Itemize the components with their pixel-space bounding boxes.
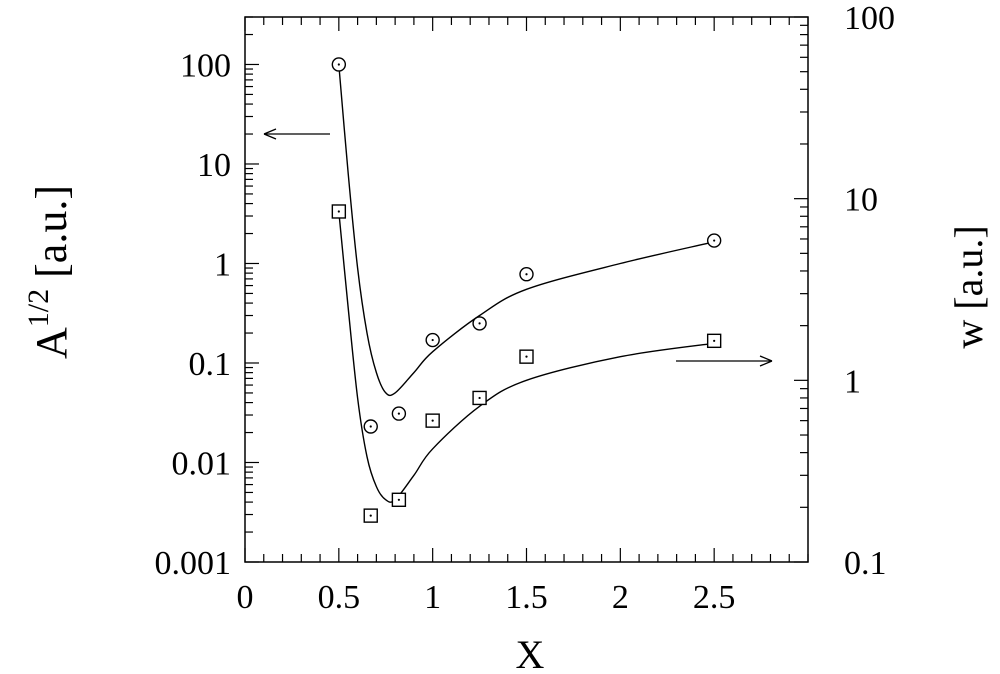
- circle-marker-dot: [478, 322, 481, 325]
- square-data-point: [472, 390, 487, 406]
- x-tick-label: 1: [424, 579, 441, 616]
- circle-data-point: [706, 233, 722, 248]
- square-marker-dot: [478, 396, 481, 400]
- circle-data-point: [391, 406, 407, 421]
- circle-marker-dot: [397, 412, 400, 415]
- square-marker-dot: [525, 355, 528, 358]
- left-axis-title-base: A: [27, 327, 76, 359]
- left-axis-title: A1/2 [a.u.]: [22, 185, 76, 359]
- right-axis-title: w [a.u.]: [946, 225, 991, 348]
- svg-text:A1/2 [a.u.]: A1/2 [a.u.]: [22, 185, 76, 359]
- square-marker-dot: [397, 498, 400, 501]
- square-marker-dot: [337, 210, 340, 213]
- square-data-point: [331, 204, 347, 219]
- fit-curves: [338, 64, 715, 503]
- circle-marker-dot: [337, 63, 340, 66]
- circle-data-point: [425, 332, 440, 348]
- left-arrow-head: [263, 128, 277, 140]
- left-axis-title-sup: 1/2: [22, 289, 55, 327]
- circle-series-fit-line: [338, 64, 715, 397]
- left-y-tick-label: 1: [214, 246, 231, 283]
- right-y-tick-label: 0.1: [844, 545, 887, 582]
- square-data-point: [425, 413, 440, 428]
- left-axis-title-unit: [a.u.]: [27, 185, 76, 289]
- square-data-point: [391, 492, 407, 507]
- svg-text:w [a.u.]: w [a.u.]: [946, 225, 991, 348]
- axis-arrows: [263, 128, 773, 367]
- right-y-tick-label: 100: [844, 0, 895, 37]
- square-marker-dot: [713, 339, 716, 342]
- square-data-point: [363, 508, 378, 523]
- circle-marker-dot: [713, 239, 716, 242]
- x-tick-label: 2: [612, 579, 629, 616]
- circle-marker-dot: [369, 425, 372, 428]
- circle-data-point: [331, 57, 347, 72]
- square-data-point: [519, 349, 534, 364]
- left-y-tick-label: 100: [180, 47, 231, 84]
- circle-data-point: [519, 267, 534, 282]
- left-y-tick-label: 0.01: [172, 445, 232, 482]
- right-arrow-head: [759, 355, 773, 367]
- square-data-point: [706, 333, 722, 349]
- tick-labels: 0 0.5 1 1.5 2 2.5 100 10 1 0.1 0.01 0.001 100 10 1 0.1: [155, 0, 896, 616]
- square-marker-dot: [369, 514, 372, 517]
- right-y-tick-label: 1: [844, 363, 861, 400]
- square-marker-dot: [431, 419, 434, 422]
- data-points: [331, 57, 722, 523]
- x-tick-label: 2.5: [693, 579, 736, 616]
- axis-ticks: [244, 16, 809, 563]
- x-tick-label: 1.5: [505, 579, 548, 616]
- circle-data-point: [472, 316, 487, 331]
- circle-data-point: [363, 419, 378, 434]
- x-tick-label: 0.5: [318, 579, 361, 616]
- right-y-tick-label: 10: [844, 182, 878, 219]
- left-y-tick-label: 0.1: [189, 346, 232, 383]
- x-axis-title: X: [516, 632, 545, 674]
- left-y-tick-label: 10: [197, 147, 231, 184]
- x-tick-label: 0: [237, 579, 254, 616]
- circle-marker-dot: [431, 338, 434, 342]
- left-y-tick-label: 0.001: [155, 545, 232, 582]
- circle-marker-dot: [525, 273, 528, 276]
